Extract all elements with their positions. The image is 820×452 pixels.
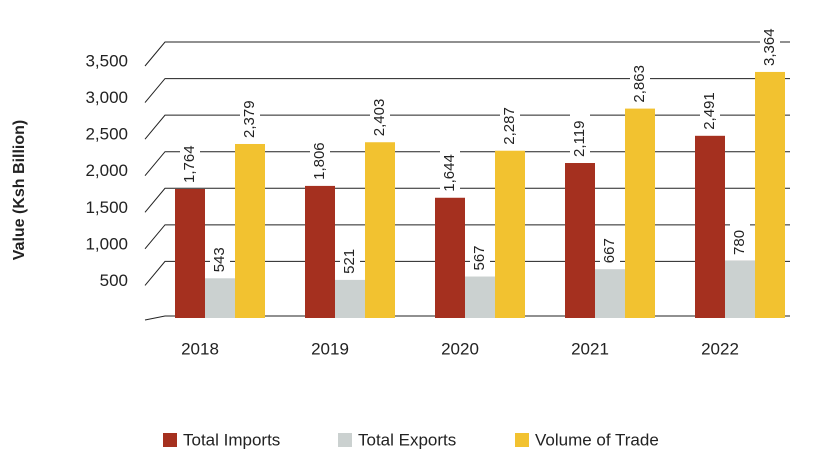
value-label: 1,764 [181,145,198,183]
value-label-bg [730,223,750,255]
value-label: 543 [211,247,228,272]
y-tick-label: 500 [100,271,128,290]
bar [465,276,495,318]
value-label-bg [470,239,490,271]
bar [755,71,785,319]
value-label: 1,806 [311,142,328,180]
value-label-bg [760,17,780,66]
x-tick-label: 2018 [181,339,219,358]
bar [625,108,655,318]
value-label-bg [700,81,720,130]
bar [235,143,265,318]
value-label: 3,364 [761,28,778,66]
value-label: 2,491 [701,92,718,130]
grid-line [144,78,790,103]
value-label: 521 [341,249,358,274]
bar [725,260,755,318]
value-label: 780 [731,230,748,255]
value-label: 2,403 [371,99,388,137]
bar [175,188,205,318]
y-tick-label: 1,500 [85,198,128,217]
bar [205,278,235,318]
legend-label: Total Exports [358,430,456,449]
value-label: 2,287 [501,107,518,145]
grid-line [144,41,790,67]
y-tick-label: 1,000 [85,234,128,253]
legend-label: Total Imports [183,430,280,449]
y-tick-label: 2,000 [85,161,128,180]
y-tick-label: 3,000 [85,88,128,107]
bar [495,150,525,318]
legend-swatch [338,433,352,447]
value-label-bg [370,87,390,137]
bar [305,185,335,318]
y-tick-label: 2,500 [85,125,128,144]
value-label-bg [240,89,260,138]
value-label-bg [630,54,650,103]
y-tick-label: 3,500 [85,51,128,70]
value-label-bg [500,96,520,145]
legend-swatch [163,433,177,447]
value-label-bg [600,231,620,264]
bar [335,279,365,318]
value-label-bg [440,143,460,192]
value-label-bg [310,131,330,180]
legend-label: Volume of Trade [535,430,659,449]
value-label: 567 [471,245,488,270]
value-label: 2,119 [571,121,588,157]
value-label-bg [180,134,200,183]
value-label: 2,863 [631,65,648,103]
value-label-bg [210,240,230,273]
value-label: 2,379 [241,100,258,138]
legend-swatch [515,433,529,447]
value-label: 667 [601,238,618,263]
bar [365,142,395,318]
x-tick-label: 2021 [571,339,609,358]
y-axis-title: Value (Ksh Billion) [11,120,28,260]
bar [695,135,725,318]
x-tick-label: 2019 [311,339,349,358]
bar [595,269,625,318]
value-label-bg [340,242,360,274]
value-label: 1,644 [441,154,458,192]
x-tick-label: 2022 [701,339,739,358]
x-tick-label: 2020 [441,339,479,358]
bar [435,197,465,318]
bar [565,163,595,318]
value-label-bg [570,108,590,158]
